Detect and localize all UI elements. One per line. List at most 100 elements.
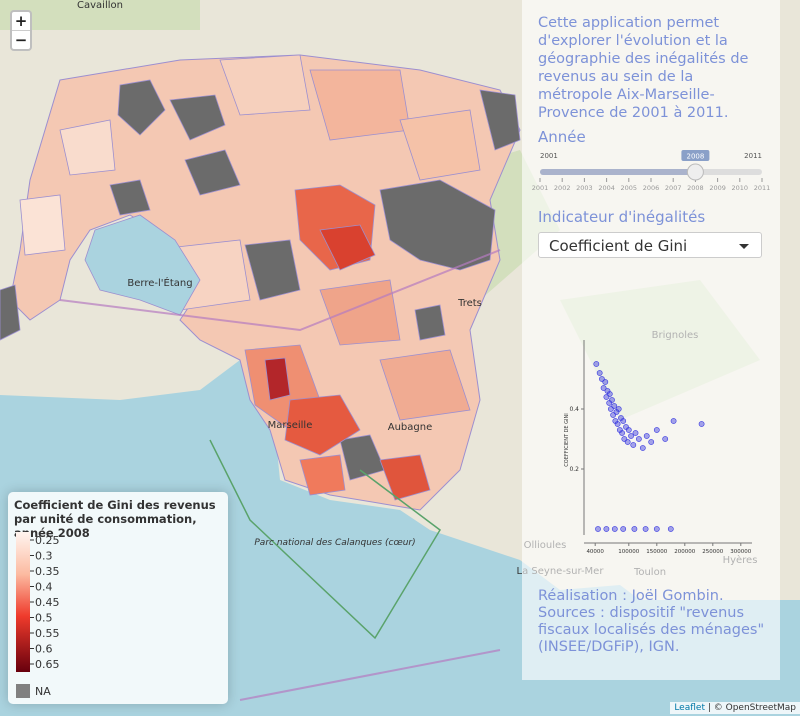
point [628,433,634,439]
slider-tick-label: 2008 [687,184,704,192]
point [616,427,623,433]
point [670,418,677,424]
y-tick-label: 0.2 [569,466,579,473]
control-panel: Cette application permet d'explorer l'év… [522,0,780,680]
point [653,427,660,433]
point [643,433,650,439]
point [635,436,642,442]
zoom-in[interactable]: + [14,12,28,30]
place-label: Trets [457,298,482,309]
year-slider[interactable]: 2001 2011 2008 2001 2002 2003 2004 2005 2006 2007… [522,148,780,196]
park-boundary [209,439,441,640]
na-swatch [16,684,30,698]
point [615,406,622,412]
point [593,361,600,367]
point [602,379,609,385]
point [612,418,619,424]
legend-label: 0.6 [35,643,53,656]
y-tick-label: 0.4 [569,406,579,413]
point [595,526,601,532]
point [698,421,705,427]
zoom-out[interactable]: − [12,30,30,49]
communes [0,54,521,501]
slider-bar [540,169,696,175]
point [639,445,646,451]
slider-tick-label: 2011 [754,184,771,192]
slider-thumb[interactable] [686,163,704,181]
point [624,439,631,445]
credits: Réalisation : Joël Gombin. Sources : dis… [538,588,765,655]
legend-scale: 0.25 0.3 0.35 0.4 0.45 0.5 0.55 0.6 0.65 NA [16,532,60,698]
legend-label: 0.4 [35,581,53,594]
legend-label: 0.5 [35,612,53,625]
osm-link[interactable]: © OpenStreetMap [713,703,796,713]
indicator-select[interactable]: Coefficient de Gini [538,232,762,258]
x-tick-label: 150000 [646,549,667,555]
point [606,391,613,397]
slider-tick-label: 2004 [598,184,615,192]
x-tick-label: 250000 [702,549,723,555]
slider-max: 2011 [744,152,762,160]
point [596,370,603,376]
na-label: NA [35,685,51,698]
x-tick-label: 200000 [674,549,695,555]
point [620,418,627,424]
legend-label: 0.25 [35,534,60,547]
slider-tick-label: 2005 [621,184,638,192]
description: Cette application permet d'explorer l'év… [538,15,749,121]
place-label: Parc national des Calanques (cœur) [254,538,415,548]
point [609,397,615,403]
point [620,526,627,532]
x-tick-label: 300000 [730,549,751,555]
slider-value-box [681,150,710,161]
point [619,430,625,436]
slider-min: 2001 [540,152,558,160]
point [648,439,655,445]
point [611,526,618,532]
point [653,526,660,532]
attribution: Leaflet | © OpenStreetMap [670,702,800,714]
y-axis-label: COEFFICIENT DE GINI [564,413,570,466]
indicator-label: Indicateur d'inégalités [538,208,706,226]
slider-value: 2008 [686,153,704,161]
scatter-plot: 0.2 0.4 40000 100000 150000 200000 250000 30000… [564,340,752,555]
slider-tick-label: 2002 [554,184,571,192]
place-label: Berre-l'Étang [127,276,192,289]
point [642,526,649,532]
point [611,403,618,409]
year-label: Année [538,128,586,146]
point [625,427,632,433]
point [600,385,607,391]
legend-title: Coefficient de Gini des revenus par unit… [14,498,216,540]
legend-label: 0.55 [35,627,60,640]
point [618,415,624,421]
point [667,526,674,532]
place-label: Marseille [268,420,313,431]
point [614,421,621,427]
x-tick-label: 40000 [586,549,604,555]
legend-label: 0.3 [35,550,53,563]
slider-tick-label: 2003 [576,184,593,192]
point [613,409,620,415]
color-ramp [16,532,30,672]
point [632,430,639,436]
point [630,442,637,448]
x-tick-label: 100000 [618,549,639,555]
point [631,526,638,532]
slider-tick-label: 2007 [665,184,682,192]
place-label: Aubagne [388,422,433,433]
legend-label: 0.35 [35,565,60,578]
slider-tick-label: 2006 [643,184,660,192]
zoom-control: + − [10,10,32,51]
legend-label: 0.45 [35,596,60,609]
slider-tick-label: 2001 [532,184,549,192]
legend: Coefficient de Gini des revenus par unit… [8,492,228,704]
slider-tick-label: 2009 [709,184,726,192]
point [604,388,611,394]
leaflet-link[interactable]: Leaflet [674,703,705,713]
point [662,436,669,442]
roads [59,249,501,701]
legend-label: 0.65 [35,658,60,671]
